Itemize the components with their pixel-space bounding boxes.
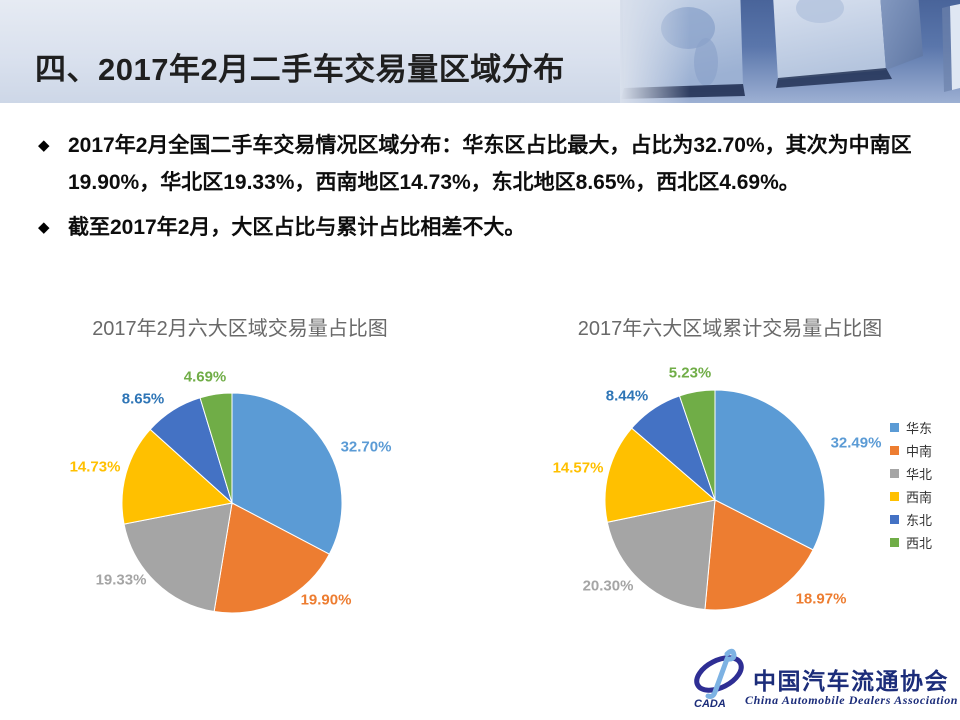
legend-item-东北: 东北 [890, 508, 932, 531]
data-label-华东: 32.49% [830, 434, 882, 452]
bullet-item: ◆ 截至2017年2月，大区占比与累计占比相差不大。 [38, 209, 923, 246]
legend-swatch-icon [890, 538, 899, 547]
pie-slice-中南 [704, 499, 814, 611]
data-label-中南: 19.90% [300, 591, 352, 609]
pie-slice-华东 [231, 392, 343, 555]
data-label-东北: 8.65% [121, 390, 165, 408]
data-label-华北: 20.30% [582, 577, 634, 595]
data-label-中南: 18.97% [795, 590, 847, 608]
pie-chart-monthly: 2017年2月六大区域交易量占比图 32.70% 19.90% 19.33% 14.7… [30, 300, 460, 645]
page-title: 四、2017年2月二手车交易量区域分布 [35, 52, 565, 87]
legend-label: 西北 [906, 536, 933, 551]
pie-monthly-svg [121, 392, 343, 614]
legend-item-中南: 中南 [890, 439, 932, 462]
diamond-bullet-icon: ◆ [38, 137, 50, 154]
chart-title: 2017年2月六大区域交易量占比图 [92, 318, 388, 340]
legend-swatch-icon [890, 515, 899, 524]
data-label-西北: 4.69% [183, 368, 227, 386]
data-label-华北: 19.33% [95, 571, 147, 589]
legend-swatch-icon [890, 446, 899, 455]
legend-item-西南: 西南 [890, 485, 932, 508]
pie-slice-华北 [606, 499, 716, 611]
legend-label: 华东 [906, 421, 933, 436]
data-label-西南: 14.57% [552, 459, 604, 477]
chart-legend: 华东中南华北西南东北西北 [890, 416, 932, 554]
chart-title: 2017年六大区域累计交易量占比图 [577, 318, 883, 340]
bullet-list: ◆ 2017年2月全国二手车交易情况区域分布：华东区占比最大，占比为32.70%… [38, 127, 923, 254]
org-name-cn: 中国汽车流通协会 [753, 668, 949, 694]
bullet-text: 2017年2月全国二手车交易情况区域分布：华东区占比最大，占比为32.70%，其… [68, 134, 912, 194]
legend-item-华东: 华东 [890, 416, 932, 439]
pie-slice-华东 [714, 389, 826, 551]
header-decoration-cubes [620, 0, 960, 103]
cada-logo-text: CADA [694, 698, 726, 710]
pie-slice-西南 [604, 427, 717, 523]
legend-swatch-icon [890, 492, 899, 501]
data-label-西北: 5.23% [668, 364, 712, 382]
legend-item-西北: 西北 [890, 531, 932, 554]
pie-slice-中南 [213, 502, 331, 614]
data-label-西南: 14.73% [69, 458, 121, 476]
pie-chart-cumulative: 2017年六大区域累计交易量占比图 32.49% 18.97% 20.30% 14.5… [520, 300, 960, 645]
legend-swatch-icon [890, 469, 899, 478]
pie-cumulative-svg [604, 389, 826, 611]
data-label-华东: 32.70% [340, 438, 392, 456]
org-name-en: China Automobile Dealers Association [745, 693, 959, 707]
legend-label: 中南 [906, 444, 933, 459]
bullet-item: ◆ 2017年2月全国二手车交易情况区域分布：华东区占比最大，占比为32.70%… [38, 127, 923, 201]
legend-label: 东北 [906, 513, 933, 528]
legend-item-华北: 华北 [890, 462, 932, 485]
diamond-bullet-icon: ◆ [38, 219, 50, 236]
pie-slice-华北 [123, 502, 233, 613]
legend-label: 华北 [906, 467, 933, 482]
data-label-东北: 8.44% [605, 387, 649, 405]
bullet-text: 截至2017年2月，大区占比与累计占比相差不大。 [68, 216, 526, 239]
header-band: 四、2017年2月二手车交易量区域分布 [0, 0, 960, 103]
legend-label: 西南 [906, 490, 933, 505]
pie-slice-西北 [199, 392, 233, 504]
cada-logo-icon: CADA [692, 646, 748, 717]
pie-slice-西南 [121, 428, 234, 525]
legend-swatch-icon [890, 423, 899, 432]
pie-slice-西北 [678, 389, 716, 501]
